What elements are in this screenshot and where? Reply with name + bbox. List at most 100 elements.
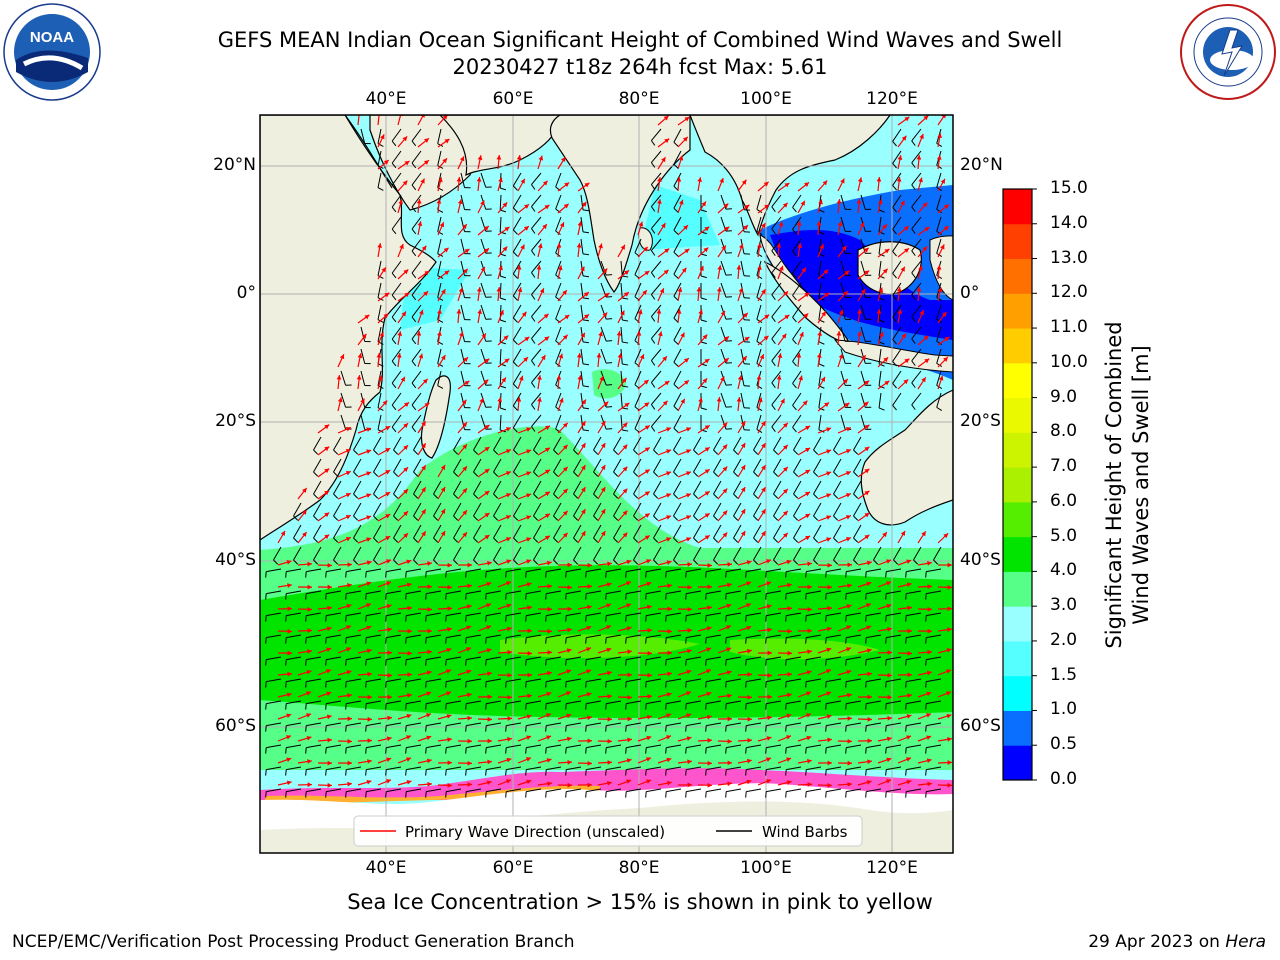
wave-arrow-head xyxy=(345,514,351,520)
wind-barb xyxy=(936,392,942,408)
wind-barb-flag xyxy=(285,747,287,754)
wave-arrow-head xyxy=(426,735,432,741)
wave-arrow-head xyxy=(462,510,467,516)
wind-barb xyxy=(818,370,822,386)
wind-barb xyxy=(386,612,402,617)
wind-barb-flag xyxy=(622,429,629,432)
wave-arrow-head xyxy=(927,628,932,634)
wind-barb xyxy=(266,634,282,639)
wave-arrow-head xyxy=(437,177,443,183)
wind-barb-flag xyxy=(911,228,916,234)
wave-arrow-head xyxy=(464,248,470,254)
wind-barb-flag xyxy=(650,140,656,146)
wind-barb xyxy=(531,194,542,207)
colorbar-swatch xyxy=(1003,571,1032,607)
wind-barb-flag xyxy=(665,659,667,666)
wave-arrow-head xyxy=(624,402,630,408)
wave-arrow-head xyxy=(366,625,372,631)
wave-arrow-head xyxy=(937,133,943,138)
wave-arrow-head xyxy=(600,421,606,427)
wind-barb-flag xyxy=(531,382,536,388)
wave-arrow-head xyxy=(867,759,872,765)
wind-barb xyxy=(353,524,362,539)
wind-barb-flag xyxy=(713,493,719,499)
wind-barb xyxy=(286,744,302,749)
wind-barb-flag xyxy=(325,791,327,798)
wind-barb-flag xyxy=(745,571,747,578)
wave-arrow-head xyxy=(646,559,651,564)
wind-barb xyxy=(333,502,342,517)
wind-barb xyxy=(480,414,487,430)
wind-barb xyxy=(746,612,762,617)
wind-barb xyxy=(713,480,722,495)
wave-arrow-head xyxy=(498,265,503,271)
wave-arrow-head xyxy=(687,562,692,567)
wave-arrow-head xyxy=(900,200,905,206)
wind-barb-flag xyxy=(391,360,397,367)
wind-barb xyxy=(853,458,862,473)
wind-barb-flag xyxy=(673,361,679,367)
wave-arrow-head xyxy=(606,625,611,630)
wave-arrow-head xyxy=(924,226,930,232)
wind-barb xyxy=(906,766,922,771)
wind-barb xyxy=(506,634,522,639)
wave-arrow-head xyxy=(736,397,742,402)
wave-arrow-head xyxy=(743,225,748,230)
wind-barb xyxy=(806,744,822,749)
wave-arrow-head xyxy=(324,468,330,474)
wave-arrow-head xyxy=(505,493,511,498)
wind-barb-flag xyxy=(613,515,619,521)
wave-arrow-head xyxy=(581,487,586,493)
wind-barb-flag xyxy=(650,382,656,388)
wave-arrow-head xyxy=(466,692,472,698)
wave-arrow-head xyxy=(806,691,812,696)
wave-arrow-head xyxy=(704,535,710,540)
lon-tick-bottom: 100°E xyxy=(740,858,792,878)
wave-arrow-head xyxy=(706,714,712,720)
wind-barb xyxy=(480,172,487,188)
wave-arrow-head xyxy=(704,491,710,496)
wind-barb-flag xyxy=(505,593,507,600)
wind-barb xyxy=(446,678,462,683)
wave-arrow-head xyxy=(566,669,572,674)
wind-barb-flag xyxy=(650,206,656,212)
wind-barb-flag xyxy=(673,141,679,147)
wind-barb-flag xyxy=(773,493,779,499)
wind-barb xyxy=(673,370,682,385)
wind-barb-flag xyxy=(385,681,387,688)
wind-barb xyxy=(580,238,584,254)
wave-arrow-head xyxy=(941,115,946,119)
wave-arrow-head xyxy=(416,199,422,204)
wave-arrow-head xyxy=(487,759,492,765)
wind-barb xyxy=(446,568,462,573)
lat-tick-right: 20°S xyxy=(960,411,1001,431)
wind-barb-flag xyxy=(365,681,367,688)
lat-tick-left: 20°N xyxy=(213,155,256,175)
wind-barb xyxy=(634,414,642,429)
wind-barb xyxy=(746,722,762,727)
wind-barb xyxy=(573,436,582,451)
wind-barb-flag xyxy=(313,471,319,477)
wind-barb-flag xyxy=(305,703,307,710)
wind-barb-flag xyxy=(845,681,847,688)
wind-barb-flag xyxy=(391,272,397,279)
wind-barb xyxy=(793,480,802,495)
wind-barb-flag xyxy=(385,637,387,644)
wave-arrow-head xyxy=(483,379,489,385)
wind-barb xyxy=(626,656,642,661)
wind-barb-flag xyxy=(353,449,359,455)
wave-arrow-head xyxy=(286,780,292,786)
wind-barb xyxy=(513,480,522,495)
wave-arrow-head xyxy=(826,714,832,719)
wave-arrow-head xyxy=(761,531,766,537)
wind-barb xyxy=(580,326,584,342)
wind-barb xyxy=(740,326,745,342)
wave-arrow-head xyxy=(903,226,909,231)
wind-barb xyxy=(573,524,582,539)
wind-barb xyxy=(566,788,582,793)
wind-barb-flag xyxy=(391,338,397,345)
wind-barb xyxy=(733,546,742,561)
wave-arrow-head xyxy=(542,224,547,230)
wind-barb xyxy=(460,370,466,386)
wave-arrow-head xyxy=(383,160,389,165)
